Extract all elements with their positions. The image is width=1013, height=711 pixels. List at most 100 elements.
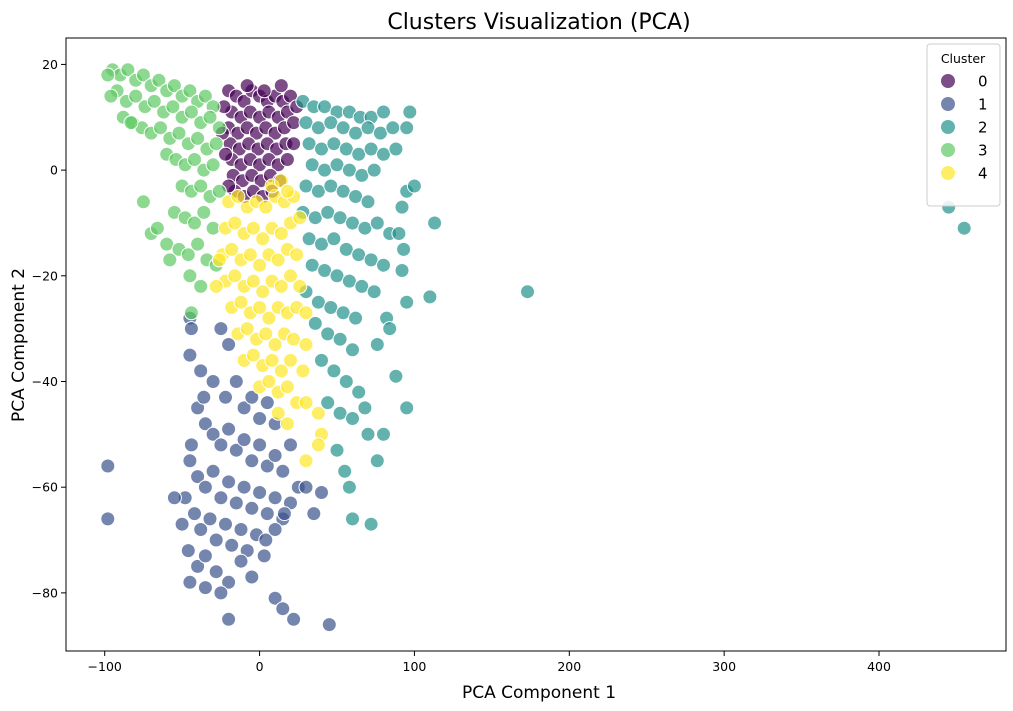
point-cluster-1: [314, 485, 329, 500]
point-cluster-3: [211, 120, 227, 136]
point-cluster-2: [301, 231, 317, 247]
series-cluster-3: [100, 62, 227, 321]
point-cluster-3: [135, 67, 151, 83]
legend-marker-cluster-1: [941, 97, 955, 111]
point-cluster-2: [366, 284, 382, 300]
point-cluster-4: [267, 337, 283, 352]
point-cluster-1: [259, 458, 275, 474]
point-cluster-2: [341, 479, 357, 495]
point-cluster-4: [227, 268, 243, 284]
point-cluster-1: [267, 490, 283, 506]
point-cluster-2: [354, 167, 370, 183]
x-tick-label: 200: [557, 659, 581, 674]
point-cluster-4: [279, 379, 295, 395]
point-cluster-2: [345, 342, 360, 358]
point-cluster-2: [348, 189, 364, 204]
point-cluster-1: [221, 474, 237, 490]
point-cluster-1: [224, 537, 240, 553]
point-cluster-4: [230, 189, 246, 204]
point-cluster-2: [396, 241, 412, 257]
point-cluster-1: [213, 437, 229, 453]
point-cluster-2: [335, 305, 351, 321]
point-cluster-1: [183, 321, 199, 337]
point-cluster-1: [213, 321, 229, 337]
point-cluster-4: [227, 215, 243, 231]
point-cluster-4: [264, 352, 280, 368]
point-cluster-2: [363, 252, 379, 268]
point-cluster-2: [406, 178, 422, 194]
point-cluster-2: [304, 157, 320, 173]
point-cluster-4: [273, 363, 289, 379]
point-cluster-1: [205, 463, 221, 479]
point-cluster-1: [182, 347, 198, 363]
point-cluster-0: [273, 78, 289, 94]
point-cluster-2: [323, 178, 339, 194]
point-cluster-1: [306, 506, 322, 522]
point-cluster-2: [317, 99, 333, 115]
point-cluster-3: [211, 183, 227, 199]
point-cluster-3: [151, 72, 167, 88]
point-cluster-2: [360, 120, 376, 136]
point-cluster-1: [190, 558, 206, 574]
y-tick-label: −60: [32, 480, 58, 495]
point-cluster-0: [218, 146, 233, 162]
point-cluster-2: [320, 326, 336, 342]
point-cluster-1: [275, 463, 291, 479]
point-cluster-2: [326, 363, 342, 379]
point-cluster-1: [275, 601, 291, 617]
point-cluster-2: [310, 183, 326, 199]
point-cluster-1: [202, 511, 218, 527]
point-cluster-4: [242, 247, 258, 263]
point-cluster-4: [258, 199, 274, 215]
point-cluster-4: [295, 363, 311, 379]
point-cluster-2: [335, 183, 351, 199]
point-cluster-4: [239, 321, 255, 337]
x-tick-label: 100: [403, 659, 427, 674]
point-cluster-4: [310, 405, 326, 421]
point-cluster-1: [252, 437, 268, 453]
point-cluster-2: [376, 104, 391, 120]
legend-marker-cluster-4: [941, 166, 955, 180]
point-cluster-1: [276, 506, 292, 522]
point-cluster-2: [372, 125, 388, 141]
legend-box: [926, 43, 1001, 207]
point-cluster-2: [314, 141, 329, 157]
point-cluster-2: [394, 199, 410, 215]
point-cluster-4: [224, 241, 240, 257]
point-cluster-1: [267, 590, 283, 606]
point-cluster-2: [363, 141, 379, 157]
point-cluster-3: [208, 136, 224, 152]
point-cluster-2: [363, 516, 379, 532]
point-cluster-3: [193, 278, 209, 294]
point-cluster-1: [218, 516, 233, 532]
point-cluster-2: [956, 220, 972, 236]
point-cluster-2: [345, 511, 360, 527]
point-cluster-1: [197, 548, 213, 564]
y-axis-label: PCA Component 2: [9, 268, 29, 422]
point-cluster-1: [100, 458, 116, 474]
point-cluster-4: [273, 278, 289, 294]
point-cluster-2: [391, 226, 407, 241]
point-cluster-3: [190, 236, 206, 252]
point-cluster-0: [279, 152, 295, 167]
point-cluster-2: [307, 315, 323, 331]
point-cluster-4: [233, 294, 249, 310]
series-cluster-4: [208, 173, 329, 469]
point-cluster-3: [153, 120, 168, 136]
point-cluster-1: [258, 532, 274, 548]
point-cluster-1: [205, 374, 221, 389]
point-cluster-2: [345, 411, 360, 426]
point-cluster-0: [286, 136, 302, 152]
point-cluster-2: [338, 374, 354, 389]
point-cluster-3: [187, 215, 202, 231]
point-cluster-3: [103, 88, 119, 104]
point-cluster-1: [259, 395, 275, 411]
point-cluster-0: [256, 83, 272, 99]
point-cluster-4: [283, 268, 298, 284]
point-cluster-1: [236, 432, 252, 448]
point-cluster-4: [255, 284, 271, 300]
point-cluster-1: [228, 495, 244, 511]
point-cluster-3: [146, 93, 162, 109]
point-cluster-3: [190, 130, 206, 146]
point-cluster-3: [183, 104, 199, 120]
